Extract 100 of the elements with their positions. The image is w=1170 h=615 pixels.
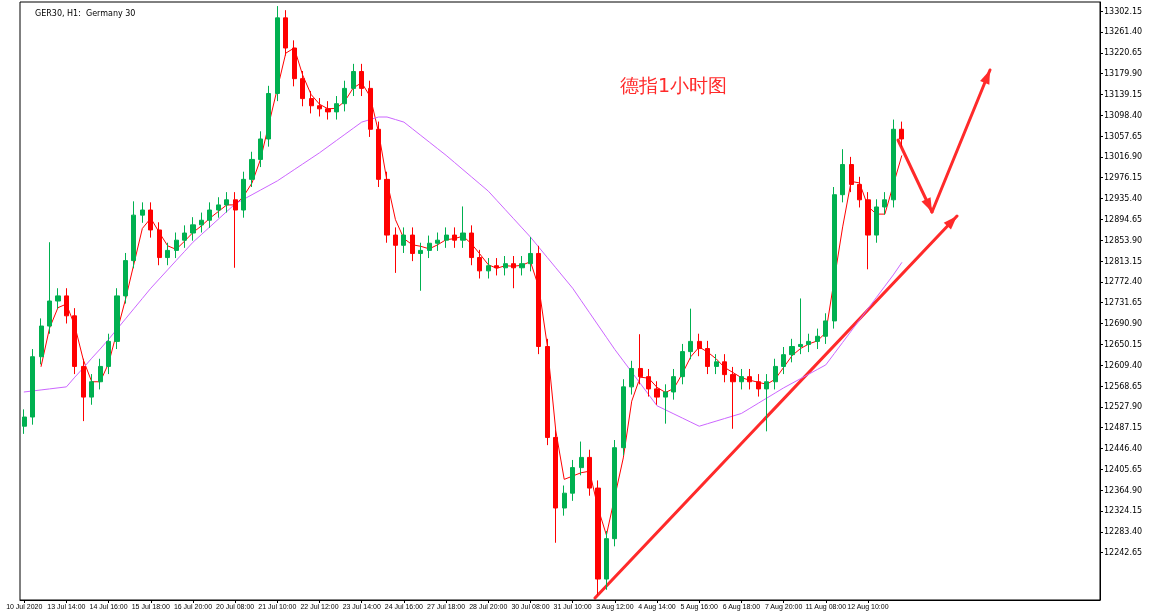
y-tick-label: 13261.40: [1104, 27, 1143, 37]
candlestick: [849, 156, 854, 193]
candlestick: [714, 353, 719, 375]
candlestick: [81, 358, 86, 422]
candlestick: [789, 338, 795, 363]
candlestick: [199, 212, 204, 234]
candlestick: [747, 368, 752, 390]
candlestick: [663, 383, 668, 425]
candlestick: [528, 236, 533, 272]
candlestick: [384, 171, 390, 244]
candlestick: [351, 63, 356, 97]
candlestick: [140, 201, 145, 224]
y-tick-label: 12527.90: [1104, 402, 1143, 412]
y-tick-label: 12487.15: [1104, 423, 1143, 433]
candlestick: [148, 201, 153, 239]
candlestick: [503, 255, 508, 276]
candlestick: [157, 221, 162, 266]
candlestick: [123, 252, 128, 305]
candlestick: [688, 308, 693, 360]
candlestick: [773, 358, 778, 390]
candlestick: [216, 196, 221, 219]
candlestick: [722, 353, 727, 383]
y-tick-label: 12853.90: [1104, 235, 1143, 245]
y-tick-label: 13220.65: [1104, 48, 1143, 58]
candlestick: [300, 70, 305, 107]
candlestick: [207, 201, 212, 229]
candlestick: [233, 191, 238, 269]
candlestick: [224, 191, 229, 214]
candlestick: [815, 328, 820, 350]
y-tick-label: 13016.90: [1104, 152, 1143, 162]
candlestick: [697, 333, 702, 357]
candlestick: [764, 373, 769, 432]
candlestick: [266, 85, 271, 148]
candlestick: [587, 449, 592, 497]
candlestick: [241, 171, 246, 219]
candlestick: [106, 333, 111, 375]
y-tick-label: 12446.40: [1104, 444, 1143, 454]
candlestick: [882, 191, 887, 216]
candlestick: [705, 340, 710, 375]
y-tick-label: 12405.65: [1104, 464, 1143, 474]
candlestick: [258, 130, 263, 168]
y-tick-label: 12568.65: [1104, 381, 1143, 391]
y-tick-label: 12650.15: [1104, 339, 1143, 349]
candlestick: [452, 226, 457, 249]
candlestick: [621, 378, 626, 456]
candlestick: [64, 287, 69, 324]
candlestick: [131, 200, 136, 269]
y-tick-label: 12690.90: [1104, 319, 1143, 329]
candlestick: [393, 226, 398, 274]
candlestick: [55, 287, 61, 310]
candlestick: [22, 408, 27, 435]
candlestick: [486, 257, 491, 280]
candlestick: [494, 257, 499, 276]
candlestick: [469, 224, 474, 266]
candlestick: [249, 151, 255, 188]
y-tick-label: 12894.65: [1104, 214, 1143, 224]
candlestick: [342, 80, 347, 112]
candlestick: [654, 380, 660, 406]
y-tick-label: 13139.15: [1104, 89, 1143, 99]
line-series: [23, 116, 903, 427]
candlestick: [646, 368, 651, 398]
candlestick: [823, 312, 828, 345]
y-tick-label: 13302.15: [1104, 6, 1143, 16]
candlestick: [165, 242, 170, 266]
candlestick: [671, 368, 676, 401]
candlestick: [359, 63, 364, 97]
candlestick: [427, 235, 432, 259]
y-tick-label: 12976.15: [1104, 173, 1143, 183]
candlestick: [562, 485, 567, 517]
candlestick: [460, 205, 466, 249]
candlestick: [435, 232, 440, 252]
candlestick: [857, 176, 862, 208]
candlestick: [806, 333, 811, 353]
y-tick-label: 13179.90: [1104, 69, 1143, 79]
candlestick: [418, 242, 423, 292]
y-tick-label: 13098.40: [1104, 110, 1143, 120]
y-tick-label: 12772.40: [1104, 277, 1143, 287]
candlestick: [174, 232, 179, 259]
candlestick: [891, 119, 896, 208]
candlestick: [798, 297, 803, 355]
candlestick: [519, 255, 525, 276]
candlestick: [309, 90, 314, 114]
candlestick: [781, 346, 786, 375]
y-tick-label: 12731.65: [1104, 298, 1143, 308]
candlestick: [72, 307, 77, 375]
candlestick: [47, 241, 52, 335]
text: GER30, H1: Germany 30: [35, 8, 136, 18]
candlestick: [477, 249, 482, 280]
candlestick: [680, 343, 685, 385]
candlestick: [39, 317, 44, 365]
candlestick: [511, 255, 516, 289]
candlestick: [182, 224, 187, 249]
y-tick-label: 12609.40: [1104, 360, 1143, 370]
y-tick-label: 12813.15: [1104, 256, 1143, 266]
y-tick-label: 12935.40: [1104, 194, 1143, 204]
candlestick: [739, 368, 744, 390]
candlestick: [638, 333, 643, 385]
candlestick: [30, 348, 35, 426]
candlestick: [536, 245, 541, 355]
candlestick: [899, 121, 904, 148]
